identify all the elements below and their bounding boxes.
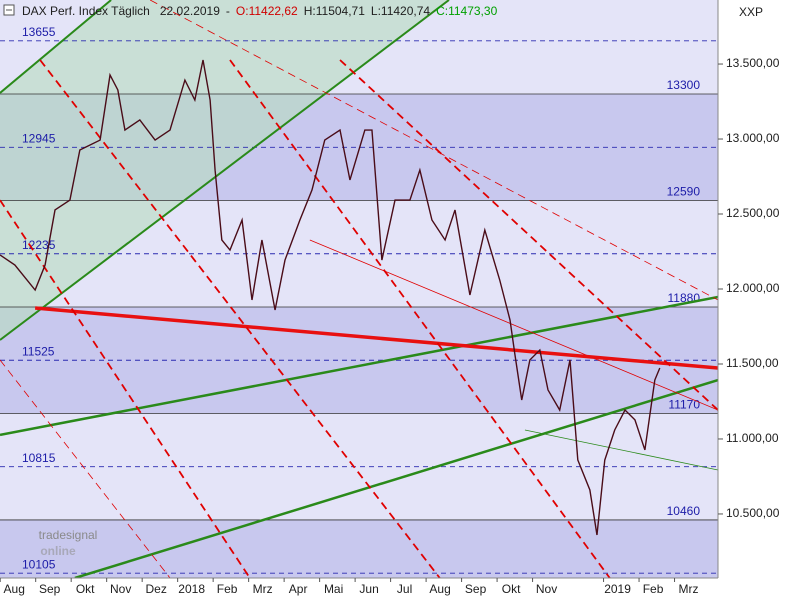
level-label: 13655 [22, 25, 56, 39]
level-label: 11170 [668, 398, 700, 412]
level-label: 12590 [667, 185, 701, 199]
price-line [0, 59, 661, 536]
overlay: DAX Perf. Index Täglich 22.02.2019 XXP t… [3, 4, 763, 558]
trendline [229, 59, 611, 578]
x-tick-label: 2018 [178, 582, 205, 596]
level-label: 13300 [667, 78, 701, 92]
level-label: 10815 [22, 451, 56, 465]
quote-value: C:11473,30 [436, 4, 497, 18]
quote-value: H:11504,71 [304, 4, 365, 18]
x-tick-label: Mrz [679, 582, 699, 596]
x-tick-label: Feb [217, 582, 238, 596]
x-tick-label: 2019 [604, 582, 631, 596]
trendline [524, 429, 718, 471]
trendline [74, 378, 718, 578]
x-tick-label: Aug [429, 582, 450, 596]
level-label: 12945 [22, 131, 56, 145]
y-axis-label: XXP [739, 5, 763, 19]
chart-date: 22.02.2019 [160, 4, 220, 18]
x-tick-label: Mai [324, 582, 343, 596]
trendline [0, 0, 112, 94]
x-tick-label: Dez [145, 582, 166, 596]
y-tick-label: 12.500,00 [726, 206, 780, 220]
y-tick-label: 11.000,00 [726, 431, 779, 445]
y-tick-label: 11.500,00 [726, 356, 779, 370]
x-tick-label: Sep [465, 582, 487, 596]
trendline [309, 239, 718, 411]
x-tick-label: Nov [110, 582, 131, 596]
x-tick-label: Jul [397, 582, 412, 596]
trendline [0, 295, 718, 437]
x-tick-label: Jun [359, 582, 378, 596]
watermark: online [40, 544, 76, 558]
x-tick-label: Feb [643, 582, 664, 596]
x-tick-label: Sep [39, 582, 61, 596]
trendline [339, 59, 718, 411]
trendline [0, 359, 171, 578]
plot: 1365513300129451259012235118801152511170… [0, 0, 718, 578]
y-tick-label: 12.000,00 [726, 281, 780, 295]
trendline [0, 199, 251, 578]
quote-separator: - [226, 4, 230, 18]
x-tick-label: Okt [502, 582, 521, 596]
x-tick-label: Nov [536, 582, 557, 596]
x-tick-label: Aug [4, 582, 25, 596]
level-label: 12235 [22, 238, 56, 252]
quote-value: O:11422,62 [236, 4, 298, 18]
y-tick-label: 10.500,00 [726, 506, 780, 520]
level-label: 11525 [22, 344, 55, 358]
trendline [0, 0, 450, 341]
trendline [149, 0, 718, 301]
x-tick-label: Mrz [253, 582, 273, 596]
x-tick-label: Apr [289, 582, 308, 596]
trendline [34, 306, 718, 370]
level-label: 10460 [667, 504, 701, 518]
watermark-small: tradesignal [39, 528, 98, 542]
quote-value: L:11420,74 [371, 4, 430, 18]
trendline [39, 59, 441, 578]
level-band [0, 519, 718, 578]
chart-title: DAX Perf. Index Täglich [22, 4, 150, 18]
level-label: 10105 [22, 557, 56, 571]
x-tick-label: Okt [76, 582, 95, 596]
y-tick-label: 13.500,00 [726, 56, 780, 70]
y-tick-label: 13.000,00 [726, 131, 780, 145]
